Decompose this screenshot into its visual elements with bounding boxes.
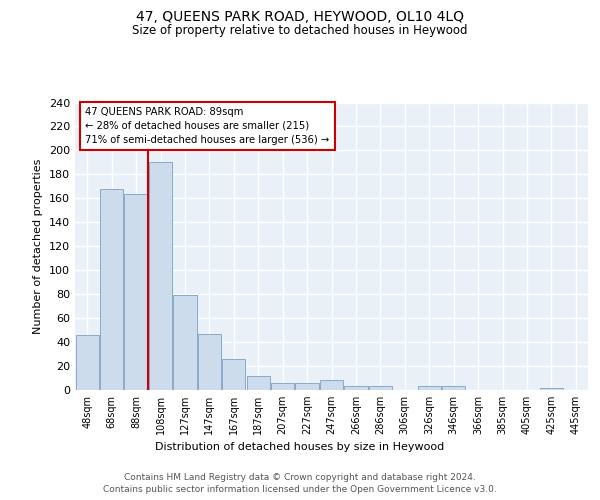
Bar — [271, 383, 294, 390]
Text: 47 QUEENS PARK ROAD: 89sqm
← 28% of detached houses are smaller (215)
71% of sem: 47 QUEENS PARK ROAD: 89sqm ← 28% of deta… — [85, 107, 329, 145]
Text: 47, QUEENS PARK ROAD, HEYWOOD, OL10 4LQ: 47, QUEENS PARK ROAD, HEYWOOD, OL10 4LQ — [136, 10, 464, 24]
Bar — [344, 386, 368, 390]
Bar — [173, 296, 197, 390]
Bar — [418, 386, 441, 390]
Bar — [320, 380, 343, 390]
Y-axis label: Number of detached properties: Number of detached properties — [34, 158, 43, 334]
Bar — [149, 162, 172, 390]
Text: Contains public sector information licensed under the Open Government Licence v3: Contains public sector information licen… — [103, 485, 497, 494]
Bar — [76, 335, 99, 390]
Bar — [442, 386, 465, 390]
Text: Contains HM Land Registry data © Crown copyright and database right 2024.: Contains HM Land Registry data © Crown c… — [124, 472, 476, 482]
Bar — [100, 188, 123, 390]
Bar — [222, 359, 245, 390]
Bar — [295, 383, 319, 390]
Text: Size of property relative to detached houses in Heywood: Size of property relative to detached ho… — [132, 24, 468, 37]
Bar — [540, 388, 563, 390]
Bar — [124, 194, 148, 390]
Bar — [369, 386, 392, 390]
Bar — [247, 376, 270, 390]
Text: Distribution of detached houses by size in Heywood: Distribution of detached houses by size … — [155, 442, 445, 452]
Bar — [198, 334, 221, 390]
